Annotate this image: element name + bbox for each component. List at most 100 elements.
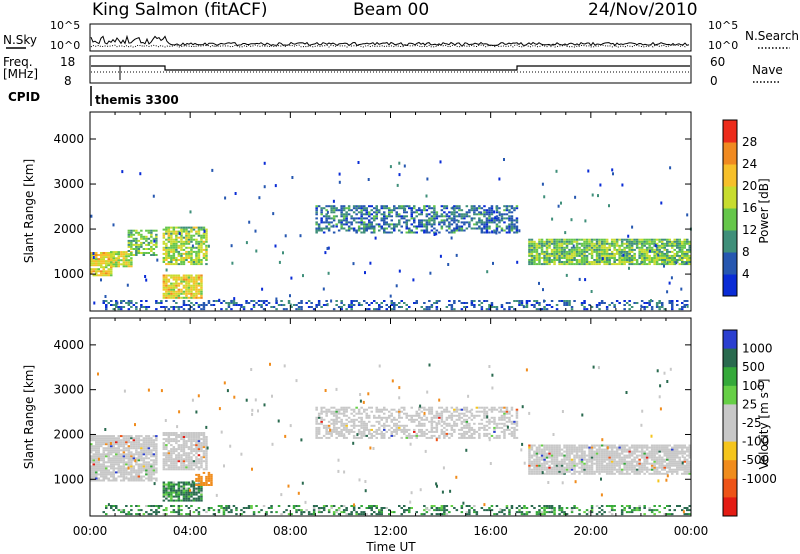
scatter-cell (107, 479, 110, 482)
scatter-cell (197, 234, 201, 237)
scatter-cell (560, 240, 564, 243)
scatter-cell (357, 221, 361, 224)
scatter-cell (380, 436, 383, 439)
scatter-cell (663, 242, 666, 245)
scatter-cell (428, 300, 431, 302)
scatter-cell (192, 294, 196, 297)
scatter-cell (177, 446, 181, 449)
scatter-cell (105, 453, 108, 456)
scatter-cell (170, 288, 173, 291)
scatter-cell (568, 263, 571, 266)
scatter-cell (460, 434, 464, 437)
scatter-cell (395, 432, 398, 435)
scatter-cell (643, 257, 646, 259)
scatter-cell (200, 487, 203, 490)
scatter-cell (483, 434, 486, 437)
scatter-cell (543, 448, 546, 451)
scatter-cell (671, 302, 674, 304)
scatter-cell (102, 260, 105, 263)
scatter-cell (686, 257, 689, 259)
scatter-cell (292, 304, 296, 306)
scatter-cell (152, 453, 156, 456)
scatter-cell (187, 280, 191, 283)
scatter-cell (347, 304, 351, 306)
scatter-cell (147, 441, 151, 444)
scatter-cell (180, 238, 183, 241)
scatter-cell (170, 481, 173, 484)
scatter-cell (165, 434, 168, 436)
scatter-cell (100, 463, 103, 466)
scatter-cell (150, 455, 153, 458)
scatter-cell (590, 462, 594, 465)
scatter-cell (595, 244, 599, 247)
scatter-cell (630, 240, 634, 243)
scatter-cell (583, 470, 586, 473)
scatter-cell (498, 434, 501, 437)
scatter-cell (170, 261, 173, 263)
scatter-cell (332, 414, 336, 417)
scatter-cell (357, 420, 361, 423)
scatter-cell (172, 244, 176, 247)
scatter-cell (335, 428, 338, 431)
scatter-cell (102, 270, 105, 273)
scatter-cell (165, 259, 168, 261)
scatter-cell (365, 426, 368, 429)
scatter-cell (390, 231, 393, 234)
scatter-cell (132, 445, 136, 448)
scatter-cell (335, 418, 338, 421)
scatter-cell (172, 489, 176, 492)
scatter-cell (638, 252, 641, 255)
scatter-cell (130, 257, 133, 260)
scatter-cell (640, 248, 644, 251)
scatter-cell (112, 447, 115, 450)
scatter-cell (653, 261, 656, 263)
scatter-cell (105, 455, 108, 458)
scatter-cell (368, 211, 371, 214)
scatter-cell (342, 424, 346, 427)
scatter-cell (175, 248, 178, 251)
scatter-cell (170, 460, 173, 463)
scatter-cell (100, 465, 103, 468)
scatter-cell (618, 460, 621, 463)
scatter-cell (540, 462, 544, 465)
scatter-cell (192, 292, 196, 295)
scatter-cell (195, 274, 198, 277)
scatter-cell (415, 418, 418, 421)
scatter-cell (92, 453, 95, 456)
scatter-cell (543, 458, 546, 461)
scatter-cell (335, 209, 338, 212)
scatter-cell (648, 242, 651, 245)
scatter-cell (95, 270, 98, 273)
scatter-cell (90, 473, 93, 476)
scatter-cell (643, 244, 646, 247)
scatter-cell (190, 274, 193, 277)
scatter-cell (352, 426, 356, 429)
scatter-cell (373, 308, 376, 311)
scatter-cell (383, 408, 386, 411)
scatter-cell (430, 223, 434, 226)
scatter-cell (630, 466, 634, 469)
scatter-cell (540, 452, 544, 455)
scatter-cell (623, 308, 626, 311)
scatter-cell (345, 211, 348, 214)
scatter-cell (528, 242, 531, 245)
scatter-cell (152, 229, 156, 232)
scatter-cell (187, 286, 191, 289)
scatter-cell (420, 306, 423, 308)
scatter-cell (192, 440, 196, 443)
scatter-cell (155, 477, 158, 480)
scatter-cell (623, 263, 626, 266)
scatter-cell (220, 302, 223, 304)
scatter-cell (142, 469, 146, 472)
scatter-cell (505, 205, 509, 208)
scatter-cell (445, 215, 449, 218)
scatter-cell (640, 246, 644, 249)
scatter-cell (540, 466, 544, 469)
scatter-cell (598, 464, 601, 467)
scatter-cell (558, 240, 561, 243)
scatter-cell (197, 290, 201, 293)
scatter-cell (360, 205, 363, 208)
scatter-cell (315, 213, 318, 216)
scatter-cell (102, 477, 105, 480)
scatter-cell (645, 246, 649, 249)
